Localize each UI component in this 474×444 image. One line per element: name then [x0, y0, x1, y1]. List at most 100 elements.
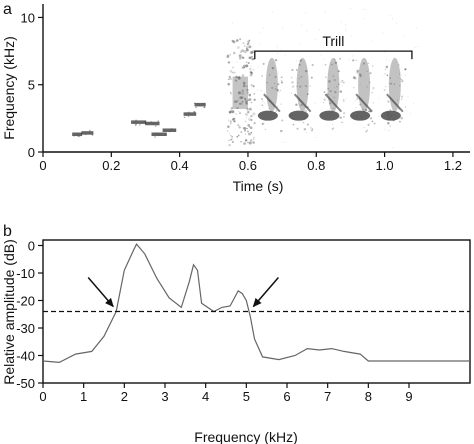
trill-speckle: [386, 113, 390, 116]
spectrogram-note-speckle: [91, 133, 94, 136]
trill-speckle: [358, 97, 361, 100]
spectrogram-onset-speckle: [232, 71, 234, 74]
trill-speckle: [262, 123, 264, 125]
background-noise: [384, 128, 386, 130]
spectrum-y-tick-label: -20: [16, 294, 35, 309]
spectrogram-onset-speckle: [250, 56, 252, 59]
background-noise: [314, 102, 316, 104]
spectrum-panel: 0 1 2 3 4 5 6 7 8 9 0 -10 -20 -30 -40 -50 Frequency (kH…: [1, 239, 471, 444]
trill-speckle: [352, 59, 355, 62]
spectrogram-onset-speckle: [233, 120, 236, 123]
spectrogram-onset-speckle: [244, 120, 247, 123]
spectrogram-onset-speckle: [242, 56, 245, 60]
spectrogram-onset-speckle: [227, 61, 231, 64]
spectrogram-onset-speckle: [231, 141, 234, 144]
spectrogram-x-axis-label: Time (s): [233, 178, 284, 194]
trill-speckle: [311, 128, 314, 130]
spectrogram-onset-speckle: [246, 48, 249, 52]
spectrogram-note-speckle: [73, 135, 76, 137]
trill-speckle: [398, 64, 400, 66]
trill-speckle: [261, 98, 263, 101]
spectrogram-onset-speckle: [230, 109, 233, 112]
trill-speckle: [298, 115, 301, 118]
background-noise: [363, 18, 365, 20]
trill-speckle: [261, 75, 263, 77]
spectrogram-onset-speckle: [231, 39, 234, 43]
trill-speckle: [337, 70, 340, 73]
spectrogram-y-tick-label: 0: [28, 145, 35, 160]
spectrogram-onset-speckle: [243, 42, 245, 45]
trill-speckle: [280, 129, 283, 133]
trill-speckle: [401, 98, 403, 100]
trill-speckle: [311, 63, 314, 67]
spectrogram-x-tick-label: 0.6: [239, 158, 257, 173]
trill-speckle: [305, 85, 308, 88]
background-noise: [334, 103, 336, 105]
spectrogram-onset-speckle: [231, 118, 234, 121]
spectrogram-onset-speckle: [251, 57, 254, 61]
spectrum-x-axis-label: Frequency (kHz): [194, 429, 297, 444]
trill-speckle: [265, 118, 268, 121]
spectrogram-onset-speckle: [252, 138, 255, 140]
background-noise: [259, 43, 261, 45]
spectrum-line: [42, 243, 470, 364]
spectrogram-note-speckle: [76, 132, 79, 135]
spectrogram-onset-speckle: [238, 110, 240, 113]
spectrum-x-tick-label: 8: [365, 389, 372, 404]
background-noise: [299, 43, 301, 45]
background-noise: [350, 7, 352, 9]
trill-speckle: [342, 112, 346, 115]
trill-speckle: [367, 62, 369, 64]
trill-speckle: [329, 102, 332, 105]
spectrogram-onset-speckle: [247, 111, 250, 114]
trill-speckle: [310, 127, 312, 129]
trill-speckle: [390, 115, 392, 118]
spectrum-x-tick-label: 9: [405, 389, 412, 404]
background-noise: [257, 66, 259, 68]
spectrogram-onset-speckle: [248, 132, 251, 136]
spectrum-x-tick-label: 7: [324, 389, 331, 404]
spectrogram-onset-speckle: [237, 99, 239, 102]
spectrogram-note-speckle: [164, 133, 167, 136]
spectrum-y-tick-label: -40: [16, 349, 35, 364]
trill-speckle: [295, 103, 298, 107]
background-noise: [392, 18, 394, 20]
spectrogram-note: [131, 120, 147, 124]
spectrogram-note: [194, 102, 206, 107]
trill-speckle: [275, 109, 278, 112]
spectrogram-onset-speckle: [250, 119, 253, 121]
spectrogram-note-speckle: [154, 125, 157, 127]
trill-speckle: [387, 117, 390, 121]
spectrogram-onset-speckle: [245, 102, 248, 105]
trill-speckle: [342, 81, 345, 84]
trill-speckle: [277, 89, 279, 91]
spectrogram-onset-speckle: [248, 93, 252, 97]
spectrogram-onset-speckle: [232, 51, 236, 55]
spectrogram-note-speckle: [185, 114, 188, 116]
spectrogram-onset-speckle: [244, 133, 247, 136]
background-noise: [282, 27, 284, 29]
trill-speckle: [332, 127, 335, 130]
background-noise: [250, 65, 252, 67]
trill-speckle: [295, 69, 298, 71]
trill-speckle: [295, 103, 297, 105]
background-noise: [363, 9, 365, 11]
background-noise: [302, 119, 304, 121]
trill-speckle: [275, 116, 277, 118]
trill-speckle: [327, 87, 330, 90]
spectrogram-onset-speckle: [247, 141, 249, 144]
spectrogram-note-speckle: [145, 121, 147, 124]
trill-speckle: [323, 98, 326, 101]
trill-speckle: [356, 116, 358, 118]
spectrogram-onset-speckle: [231, 110, 235, 114]
trill-label: Trill: [322, 33, 344, 49]
spectrogram-onset-speckle: [246, 88, 249, 92]
spectrogram-onset-speckle: [235, 39, 239, 42]
spectrogram-onset-speckle: [247, 42, 250, 45]
background-noise: [360, 83, 362, 85]
trill-speckle: [339, 90, 343, 93]
trill-speckle: [393, 83, 396, 85]
spectrogram-onset-speckle: [227, 54, 229, 56]
background-noise: [271, 11, 273, 13]
spectrogram-note-speckle: [153, 133, 155, 135]
